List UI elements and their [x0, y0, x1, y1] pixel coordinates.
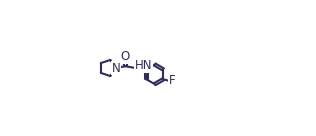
Text: O: O — [121, 50, 130, 63]
Text: F: F — [169, 74, 175, 87]
Text: HN: HN — [135, 59, 152, 72]
Text: N: N — [112, 61, 120, 75]
